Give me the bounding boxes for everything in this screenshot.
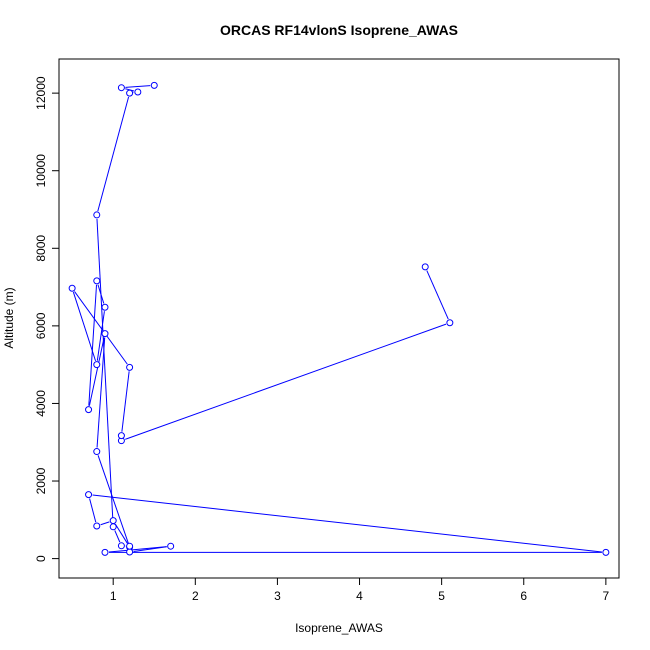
x-tick-label: 2 <box>192 589 199 603</box>
data-point <box>93 448 101 456</box>
data-point <box>101 303 109 311</box>
data-point <box>126 548 134 556</box>
data-point <box>93 361 101 369</box>
series-segment <box>108 546 167 553</box>
data-point <box>93 277 101 285</box>
data-point <box>109 517 117 525</box>
x-tick-label: 6 <box>520 589 527 603</box>
data-point <box>602 548 610 556</box>
x-axis: 1 2 3 4 5 6 7 <box>110 577 610 603</box>
y-tick-label: 2000 <box>34 467 48 494</box>
data-point <box>85 406 93 414</box>
y-tick-label: 0 <box>34 555 48 562</box>
series-segment <box>121 371 130 432</box>
series-segment <box>125 85 151 88</box>
series-segment <box>89 498 97 523</box>
x-tick-label: 3 <box>274 589 281 603</box>
series-segment <box>92 494 602 553</box>
series-segment <box>72 291 97 362</box>
data-point <box>93 211 101 219</box>
data-point <box>117 432 125 440</box>
data-point <box>101 548 109 556</box>
x-tick-label: 7 <box>603 589 610 603</box>
series-segment <box>96 311 105 361</box>
series-segment <box>100 521 110 526</box>
y-tick-label: 8000 <box>34 235 48 262</box>
series-segment <box>96 337 106 448</box>
y-tick-label: 6000 <box>34 312 48 339</box>
y-tick-label: 10000 <box>34 154 48 188</box>
data-point <box>101 330 109 338</box>
y-axis: 0 2000 4000 6000 8000 10000 12000 <box>34 76 60 562</box>
data-point <box>126 542 134 550</box>
series-segment <box>97 455 129 544</box>
data-point <box>126 363 134 371</box>
chart-title: ORCAS RF14vlonS Isoprene_AWAS <box>220 22 458 38</box>
y-axis-label: Altitude (m) <box>2 287 16 348</box>
series-segment <box>88 337 105 406</box>
series-segment <box>114 530 121 543</box>
series-segment <box>114 523 128 544</box>
y-tick-label: 12000 <box>34 76 48 110</box>
data-point <box>117 542 125 550</box>
y-tick-label: 4000 <box>34 390 48 417</box>
data-point <box>109 523 117 531</box>
data-point <box>68 284 76 292</box>
series-segment <box>125 323 447 440</box>
data-point <box>126 89 134 97</box>
x-axis-label: Isoprene_AWAS <box>295 621 383 635</box>
data-point <box>93 522 101 530</box>
data-point <box>85 491 93 499</box>
data-point <box>421 263 429 271</box>
x-tick-label: 1 <box>110 589 117 603</box>
data-point <box>167 542 175 550</box>
series-segment <box>74 291 128 365</box>
plot-frame <box>58 58 620 579</box>
series-segment <box>97 96 130 212</box>
x-tick-label: 5 <box>438 589 445 603</box>
data-point <box>446 319 454 327</box>
series-segment <box>426 270 449 320</box>
data-point <box>150 81 158 89</box>
data-point <box>134 88 142 96</box>
series-layer <box>68 81 610 556</box>
series-segment <box>88 284 98 406</box>
data-point <box>117 84 125 92</box>
x-tick-label: 4 <box>356 589 363 603</box>
series-segment <box>96 218 114 523</box>
series-segment <box>133 546 167 552</box>
